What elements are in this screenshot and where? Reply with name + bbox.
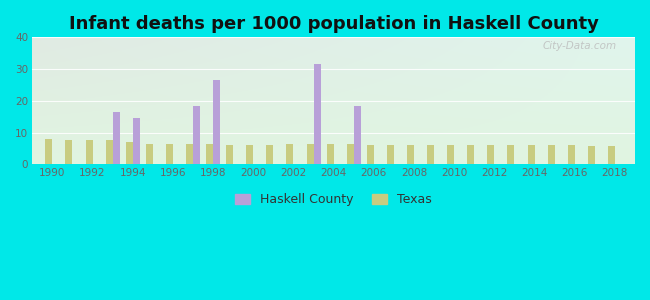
Bar [226, 145, 233, 164]
Bar [547, 145, 554, 164]
Bar [407, 145, 414, 164]
Bar [508, 145, 514, 164]
Bar [166, 144, 173, 164]
Bar [354, 106, 361, 164]
Bar [66, 140, 72, 164]
Bar [206, 144, 213, 164]
Legend: Haskell County, Texas: Haskell County, Texas [230, 188, 437, 211]
Bar [608, 146, 615, 164]
Bar [266, 145, 274, 164]
Bar [387, 145, 394, 164]
Bar [86, 140, 92, 164]
Bar [186, 144, 193, 164]
Bar [287, 144, 293, 164]
Bar [528, 145, 534, 164]
Bar [125, 142, 133, 164]
Bar [467, 145, 474, 164]
Bar [112, 112, 120, 164]
Bar [307, 144, 313, 164]
Bar [427, 145, 434, 164]
Bar [447, 145, 454, 164]
Bar [246, 145, 254, 164]
Bar [567, 145, 575, 164]
Bar [146, 144, 153, 164]
Bar [588, 146, 595, 164]
Bar [105, 140, 112, 164]
Bar [346, 144, 354, 164]
Bar [193, 106, 200, 164]
Bar [133, 118, 140, 164]
Bar [367, 145, 374, 164]
Text: City-Data.com: City-Data.com [543, 41, 617, 51]
Bar [326, 144, 333, 164]
Bar [46, 139, 53, 164]
Bar [213, 80, 220, 164]
Title: Infant deaths per 1000 population in Haskell County: Infant deaths per 1000 population in Has… [69, 15, 599, 33]
Bar [313, 64, 320, 164]
Bar [488, 145, 495, 164]
